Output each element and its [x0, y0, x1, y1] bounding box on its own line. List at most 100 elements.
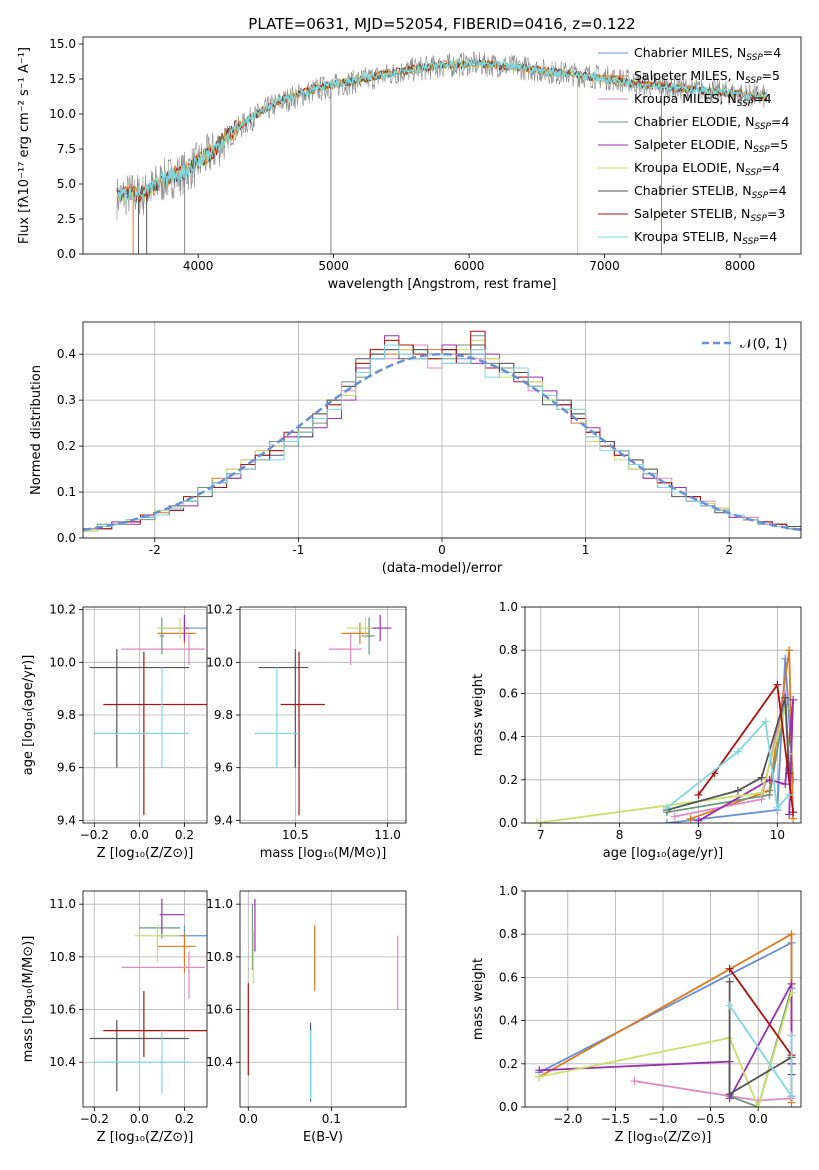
age_vs_Z-frame: [82, 606, 208, 824]
weight_vs_age-xtick-label: 7: [537, 828, 545, 842]
mass_vs_EBV-ytick-label: 10.8: [206, 950, 233, 964]
weight_vs_Z-xtick-label: −2.0: [553, 1112, 582, 1126]
weight_vs_Z-ylabel: mass weight: [471, 958, 486, 1040]
weight_vs_age-ytick-label: 1.0: [499, 600, 518, 614]
legend-label: Chabrier STELIB, NSSP=4: [634, 183, 787, 201]
legend-label-text: Chabrier MILES, N: [634, 45, 746, 60]
spectrum-xtick-label: 8000: [725, 259, 756, 273]
weight_vs_Z-xtick-label: −0.5: [696, 1112, 725, 1126]
residuals-xtick-label: 1: [582, 543, 590, 557]
age_vs_Z-xtick-label: 0.0: [130, 828, 149, 842]
spectrum-ytick-label: 15.0: [49, 37, 76, 51]
mass_vs_EBV-ytick-label: 10.4: [206, 1055, 233, 1069]
weight-line: [666, 658, 794, 823]
legend-label-sub: SSP: [753, 145, 770, 155]
legend-label-text: Kroupa ELODIE, N: [634, 160, 745, 175]
age_vs_Z-axes: −0.2 0.0 0.2 9.4 9.6 9.8 10.0 10.2: [49, 603, 207, 842]
mass_vs_EBV-xlabel: E(B-V): [303, 1130, 343, 1145]
mass_vs_Z-ytick-label: 11.0: [49, 897, 76, 911]
residuals-ytick-label: 0.0: [57, 531, 76, 545]
model-spectrum-line: [116, 57, 768, 202]
weight_vs_Z-axes: −2.0 −1.5 −1.0 −0.5 0.0 0.0 0.2 0.4 0.6 0.8 1.0: [499, 884, 801, 1126]
weight-line: [538, 932, 793, 1103]
residuals-xtick-label: -1: [292, 543, 304, 557]
legend-label-suffix: =5: [762, 68, 780, 83]
weight_vs_Z-xtick-label: −1.5: [601, 1112, 630, 1126]
residuals-xtick-label: 0: [438, 543, 446, 557]
legend-label: Kroupa STELIB, NSSP=4: [634, 229, 777, 247]
legend-label-suffix: =4: [759, 229, 777, 244]
spectrum-ytick-label: 5.0: [57, 177, 76, 191]
mass_vs_EBV-frame: [239, 890, 407, 1108]
legend-label: Chabrier MILES, NSSP=4: [634, 45, 781, 63]
age_vs_Z-ytick-label: 9.6: [57, 761, 76, 775]
weight_vs_Z-ytick-label: 0.0: [499, 1100, 518, 1114]
weight_vs_Z-ytick-label: 1.0: [499, 884, 518, 898]
mass_vs_Z-ytick-label: 10.4: [49, 1055, 76, 1069]
legend-label-text: Kroupa MILES, N: [634, 91, 737, 106]
legend-label-sub: SSP: [752, 191, 769, 201]
mass_vs_Z-frame: [82, 890, 208, 1108]
residuals-xlabel: (data-model)/error: [382, 561, 503, 576]
weight_vs_age-xlabel: age [log₁₀(age/yr)]: [603, 846, 724, 861]
residuals-ytick-label: 0.1: [57, 485, 76, 499]
weight_vs_age-xtick-label: 8: [616, 828, 624, 842]
weight_vs_Z-ytick-label: 0.8: [499, 927, 518, 941]
residuals-plot: [83, 330, 801, 538]
weight_vs_age-ytick-label: 0.8: [499, 643, 518, 657]
legend-label-suffix: =4: [763, 45, 781, 60]
legend-label-text: Chabrier STELIB, N: [634, 183, 752, 198]
weight_vs_Z-xtick-label: 0.0: [749, 1112, 768, 1126]
residuals-legend: 𝒩(0, 1): [702, 337, 787, 352]
weight_vs_age-ytick-label: 0.6: [499, 686, 518, 700]
age_vs_Z-xtick-label: −0.2: [80, 828, 109, 842]
spectrum-plot: [116, 51, 768, 254]
weight_vs_Z-xtick-label: −1.0: [648, 1112, 677, 1126]
legend-label: 𝒩(0, 1): [740, 337, 787, 352]
legend-label-sub: SSP: [746, 53, 763, 63]
legend-label: Kroupa MILES, NSSP=4: [634, 91, 772, 109]
mass_vs_Z-axes: −0.2 0.0 0.2 10.4 10.6 10.8 11.0: [49, 891, 207, 1126]
weight_vs_Z-plot: [535, 930, 796, 1107]
legend-label-suffix: =4: [771, 114, 789, 129]
residuals-xtick-label: -2: [149, 543, 161, 557]
mass_vs_Z-ytick-label: 10.6: [49, 1003, 76, 1017]
weight_vs_age-frame: [524, 606, 802, 824]
weight_vs_age-ylabel: mass weight: [471, 674, 486, 756]
legend-label-sub: SSP: [754, 122, 771, 132]
spectrum-xtick-label: 4000: [183, 259, 214, 273]
age_vs_mass-ytick-label: 9.4: [214, 813, 233, 827]
legend-label-suffix: =4: [762, 160, 780, 175]
residuals-xtick-label: 2: [725, 543, 733, 557]
legend-label-text: Salpeter ELODIE, N: [634, 137, 753, 152]
mass_vs_EBV-plot: [247, 898, 399, 1102]
age_vs_mass-ytick-label: 9.8: [214, 708, 233, 722]
legend-label-sub: SSP: [737, 99, 754, 109]
weight_vs_age-ytick-label: 0.0: [499, 816, 518, 830]
legend-label: Salpeter ELODIE, NSSP=5: [634, 137, 788, 155]
age_vs_Z-ytick-label: 9.4: [57, 813, 76, 827]
spectrum-frame: [82, 36, 802, 255]
age_vs_mass-xlabel: mass [log₁₀(M/M⊙)]: [260, 846, 387, 861]
weight-line: [728, 981, 793, 1096]
legend-label-sub: SSP: [745, 76, 762, 86]
weight-line: [536, 708, 791, 823]
weight_vs_Z-ytick-label: 0.6: [499, 970, 518, 984]
legend-label-suffix: =5: [770, 137, 788, 152]
weight_vs_Z-frame: [524, 890, 802, 1108]
legend-label: Salpeter STELIB, NSSP=3: [634, 206, 785, 224]
weight_vs_age-xtick-label: 10: [770, 828, 785, 842]
age_vs_mass-ytick-label: 10.2: [206, 603, 233, 617]
spectrum-ytick-label: 0.0: [57, 247, 76, 261]
mass_vs_EBV-xtick-label: 0.1: [322, 1112, 341, 1126]
age_vs_mass-plot: [254, 614, 392, 816]
age_vs_Z-ytick-label: 10.2: [49, 603, 76, 617]
weight_vs_age-plot: [532, 646, 798, 823]
age_vs_mass-ytick-label: 9.6: [214, 761, 233, 775]
spectrum-ylabel: Flux [fλ10⁻¹⁷ erg cm⁻² s⁻¹ A⁻¹]: [17, 47, 32, 244]
residuals-axes: -2 -1 0 1 2 0.0 0.1 0.2 0.3 0.4: [57, 322, 801, 557]
spectrum-ytick-label: 10.0: [49, 107, 76, 121]
gaussian-curve: [83, 352, 801, 532]
